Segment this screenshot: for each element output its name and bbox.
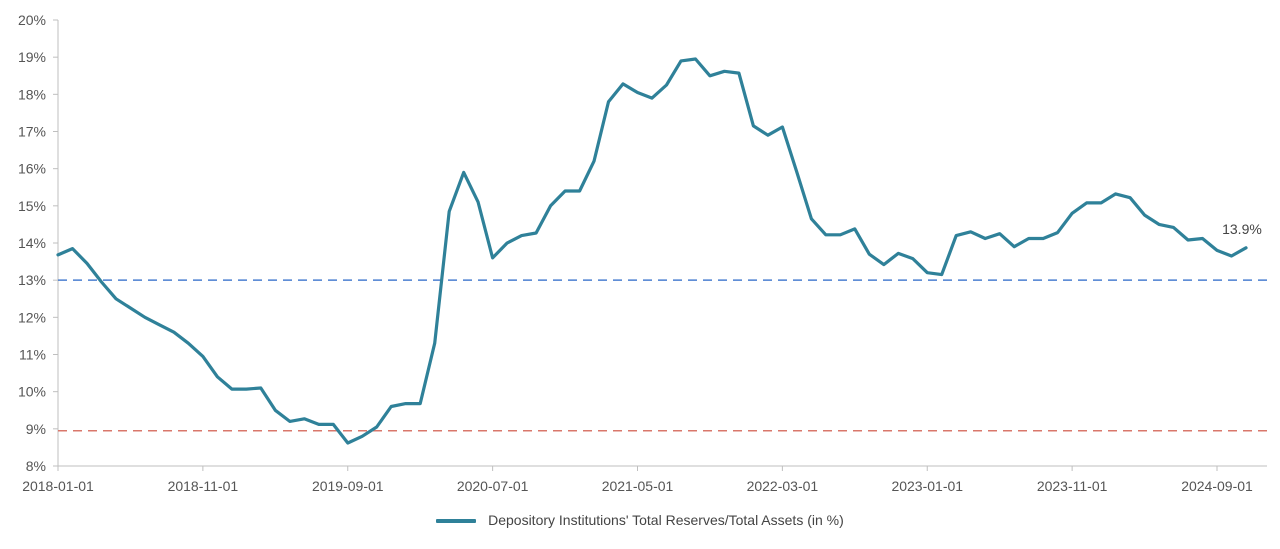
legend: Depository Institutions' Total Reserves/… — [0, 512, 1280, 528]
y-tick-label: 9% — [26, 421, 46, 437]
x-tick-label: 2024-09-01 — [1181, 478, 1253, 494]
y-tick-label: 18% — [18, 86, 46, 102]
y-axis: 8% 9% 10% 11% 12% 13% 14% 15% 16% 17% 18% 19% 20% — [18, 12, 59, 474]
reference-lines — [58, 279, 1267, 432]
x-tick-label: 2018-11-01 — [168, 478, 239, 494]
annotations: 13.9% — [1222, 221, 1262, 237]
x-tick-label: 2021-05-01 — [602, 478, 674, 494]
y-tick-label: 16% — [18, 161, 46, 177]
x-tick-label: 2020-07-01 — [457, 478, 529, 494]
legend-label: Depository Institutions' Total Reserves/… — [488, 512, 844, 528]
y-tick-label: 17% — [18, 124, 46, 140]
last-value-label: 13.9% — [1222, 221, 1262, 237]
x-tick-label: 2019-09-01 — [312, 478, 384, 494]
y-tick-label: 19% — [18, 49, 46, 65]
legend-swatch — [436, 519, 477, 524]
y-tick-label: 15% — [18, 198, 46, 214]
y-tick-label: 12% — [18, 309, 46, 325]
x-tick-label: 2023-01-01 — [891, 478, 963, 494]
y-tick-label: 13% — [18, 272, 46, 288]
y-tick-label: 10% — [18, 384, 46, 400]
y-tick-label: 20% — [18, 12, 46, 28]
series-lines — [56, 57, 1248, 445]
y-tick-label: 11% — [19, 347, 46, 363]
y-tick-label: 14% — [18, 235, 46, 251]
series-line — [56, 57, 1248, 445]
x-axis: 2018-01-01 2018-11-01 2019-09-01 2020-07-01… — [22, 465, 1267, 494]
x-tick-label: 2018-01-01 — [22, 478, 94, 494]
line-chart: 8% 9% 10% 11% 12% 13% 14% 15% 16% 17% 18% 19% 20% 20… — [18, 12, 1267, 494]
y-tick-label: 8% — [26, 458, 46, 474]
x-tick-label: 2022-03-01 — [747, 478, 819, 494]
x-tick-label: 2023-11-01 — [1037, 478, 1108, 494]
